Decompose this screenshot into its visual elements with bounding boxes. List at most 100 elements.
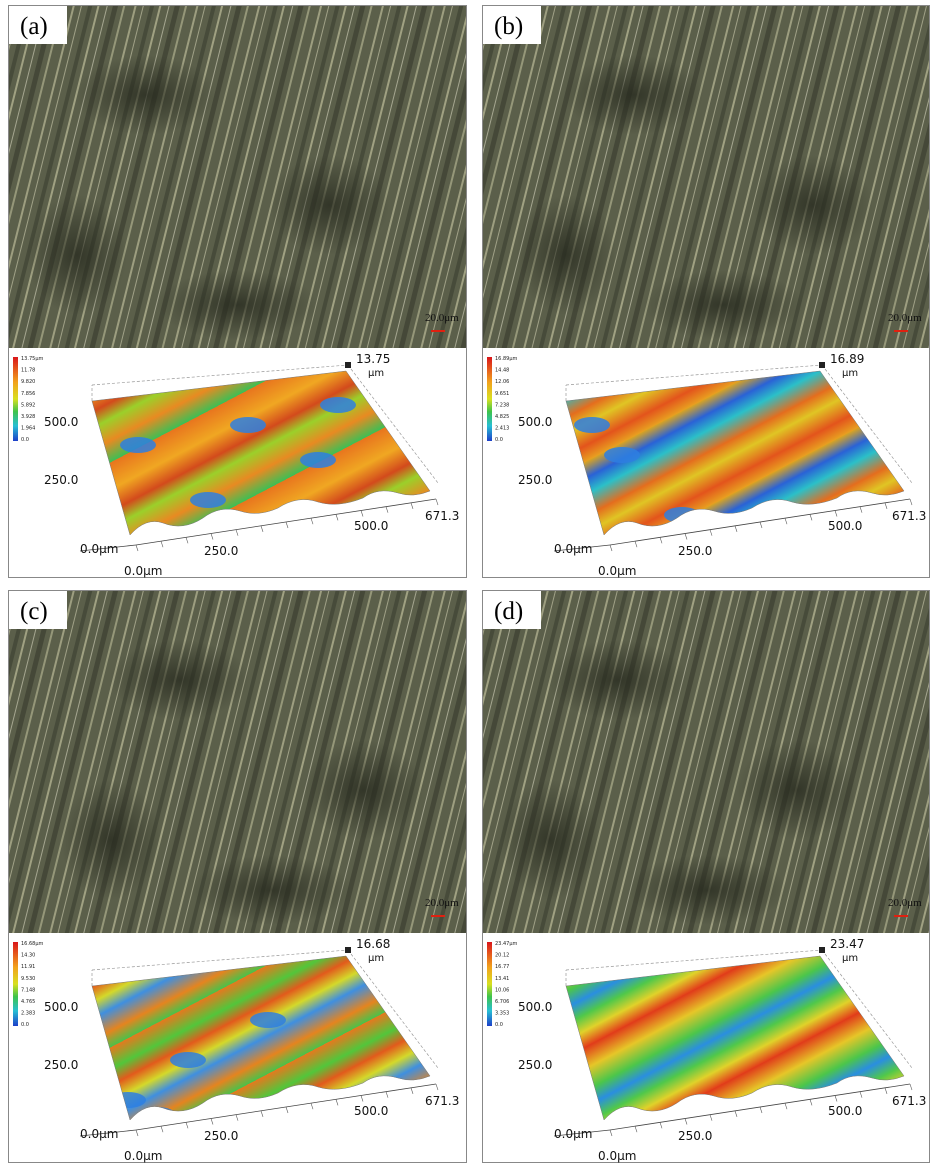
colorbar-label: 13.41	[495, 976, 509, 982]
surface-valley	[170, 1052, 206, 1068]
colorbar-label: 4.825	[495, 414, 509, 420]
x-tick-label: 250.0	[678, 1129, 712, 1143]
x-tick-label: 500.0	[354, 519, 388, 533]
z-max-label: 13.75	[356, 352, 390, 366]
colorbar-label: 10.06	[495, 987, 509, 993]
colorbar-label: 7.856	[21, 391, 35, 397]
y-tick-label: 500.0	[44, 1000, 78, 1014]
z-max-label: 16.89	[830, 352, 864, 366]
y-origin-label: 0.0μm	[80, 542, 118, 556]
colorbar-label: 3.353	[495, 1011, 509, 1017]
z-max-label: 16.68	[356, 937, 390, 951]
colorbar-label: 9.530	[21, 976, 35, 982]
scale-bar-label: 20.0μm	[888, 312, 922, 324]
panel-label: (b)	[494, 13, 523, 40]
colorbar-label: 0.0	[21, 1022, 29, 1028]
colorbar-label: 2.383	[21, 1011, 35, 1017]
colorbar-label: 16.68μm	[21, 941, 43, 947]
x-origin-label: 0.0μm	[598, 564, 636, 578]
y-tick-label: 500.0	[518, 1000, 552, 1014]
panel: (c)20.0μm16.68μm14.3011.919.5307.1484.76…	[9, 591, 467, 1164]
y-origin-label: 0.0μm	[554, 542, 592, 556]
colorbar	[13, 942, 18, 1026]
panel: (d)20.0μm23.47μm20.1216.7713.4110.066.70…	[483, 591, 930, 1164]
surface-valley	[230, 417, 266, 433]
micrograph-shadow	[643, 270, 803, 340]
y-tick-label: 250.0	[518, 473, 552, 487]
micrograph-shadow	[753, 155, 873, 255]
surface-valley	[190, 492, 226, 508]
x-tick-label: 250.0	[678, 544, 712, 558]
micrograph-shadow	[737, 740, 857, 840]
colorbar-label: 2.413	[495, 426, 509, 432]
colorbar-label: 5.892	[21, 402, 35, 408]
micrograph-shadow	[76, 55, 216, 135]
x-origin-label: 0.0μm	[124, 564, 162, 578]
x-origin-label: 0.0μm	[124, 1149, 162, 1163]
colorbar-label: 9.820	[21, 379, 35, 385]
y-tick-label: 500.0	[518, 415, 552, 429]
panel: (a)20.0μm13.75μm11.789.8207.8565.8923.92…	[9, 6, 467, 579]
x-tick-label: 671.3	[892, 1094, 926, 1108]
micrograph-shadow	[192, 855, 352, 925]
colorbar-label: 16.89μm	[495, 356, 517, 362]
colorbar-label: 14.48	[495, 368, 509, 374]
colorbar	[487, 357, 492, 441]
x-tick-label: 500.0	[828, 1104, 862, 1118]
colorbar-label: 11.91	[21, 964, 35, 970]
z-unit: μm	[842, 368, 858, 379]
z-marker	[345, 362, 351, 368]
figure: (a)20.0μm13.75μm11.789.8207.8565.8923.92…	[0, 0, 931, 1164]
colorbar	[487, 942, 492, 1026]
micrograph-shadow	[627, 855, 787, 925]
colorbar-label: 0.0	[21, 437, 29, 443]
micrograph-shadow	[516, 195, 616, 315]
scale-bar-label: 20.0μm	[425, 312, 459, 324]
x-tick-label: 250.0	[204, 1129, 238, 1143]
colorbar-label: 7.148	[21, 987, 35, 993]
colorbar-label: 4.765	[21, 999, 35, 1005]
x-tick-label: 671.3	[425, 509, 459, 523]
surface-valley	[120, 437, 156, 453]
y-tick-label: 500.0	[44, 415, 78, 429]
surface-valley	[300, 452, 336, 468]
colorbar-label: 23.47μm	[495, 941, 517, 947]
z-unit: μm	[368, 953, 384, 964]
colorbar-label: 3.928	[21, 414, 35, 420]
micrograph-shadow	[500, 780, 600, 900]
x-tick-label: 500.0	[354, 1104, 388, 1118]
y-origin-label: 0.0μm	[80, 1127, 118, 1141]
surface-valley	[250, 1012, 286, 1028]
y-origin-label: 0.0μm	[554, 1127, 592, 1141]
x-tick-label: 671.3	[425, 1094, 459, 1108]
x-tick-label: 500.0	[828, 519, 862, 533]
z-marker	[819, 362, 825, 368]
z-unit: μm	[368, 368, 384, 379]
micrograph-shadow	[269, 155, 389, 255]
surface-valley	[574, 417, 610, 433]
panel: (b)20.0μm16.89μm14.4812.069.6517.2384.82…	[483, 6, 930, 579]
micrograph-shadow	[547, 640, 687, 720]
scale-bar-label: 20.0μm	[888, 897, 922, 909]
colorbar-label: 14.30	[21, 953, 35, 959]
y-tick-label: 250.0	[44, 473, 78, 487]
micrograph-shadow	[158, 270, 318, 340]
z-marker	[819, 947, 825, 953]
z-marker	[345, 947, 351, 953]
colorbar-label: 20.12	[495, 953, 509, 959]
micrograph-shadow	[110, 640, 250, 720]
micrograph-shadow	[27, 195, 127, 315]
colorbar-label: 0.0	[495, 437, 503, 443]
colorbar-label: 7.238	[495, 402, 509, 408]
x-tick-label: 250.0	[204, 544, 238, 558]
colorbar-label: 13.75μm	[21, 356, 43, 362]
x-origin-label: 0.0μm	[598, 1149, 636, 1163]
colorbar-label: 0.0	[495, 1022, 503, 1028]
surface-valley	[604, 447, 640, 463]
z-unit: μm	[842, 953, 858, 964]
scale-bar-label: 20.0μm	[425, 897, 459, 909]
panel-label: (a)	[20, 13, 48, 40]
panel-label: (c)	[20, 598, 48, 625]
y-tick-label: 250.0	[44, 1058, 78, 1072]
colorbar-label: 9.651	[495, 391, 509, 397]
